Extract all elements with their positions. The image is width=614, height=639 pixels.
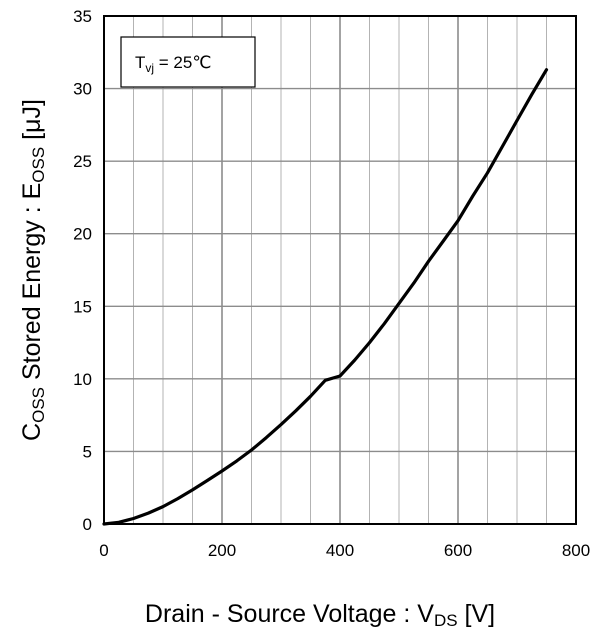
y-tick-labels: 0 5 10 15 20 25 30 35	[73, 7, 92, 534]
y-tick-label: 25	[73, 152, 92, 171]
y-axis-title-unit: [μJ]	[18, 99, 46, 147]
y-axis-title-sub1: OSS	[29, 387, 48, 423]
x-tick-labels: 0 200 400 600 800	[99, 541, 590, 560]
series-layer	[102, 68, 549, 526]
y-tick-label: 10	[73, 370, 92, 389]
y-tick-label: 0	[83, 515, 92, 534]
y-tick-label: 35	[73, 7, 92, 26]
y-tick-label: 15	[73, 297, 92, 316]
x-tick-label: 400	[326, 541, 354, 560]
annotation-text-post: = 25℃	[154, 53, 211, 72]
x-axis-title: Drain - Source Voltage : VDS [V]	[145, 600, 495, 630]
y-tick-label: 5	[83, 442, 92, 461]
plot-frame	[103, 15, 577, 525]
x-axis-title-unit: [V]	[458, 600, 496, 628]
x-tick-label: 600	[444, 541, 472, 560]
x-axis-title-main: Drain - Source Voltage : V	[145, 600, 434, 628]
x-tick-label: 200	[208, 541, 236, 560]
x-tick-label: 0	[99, 541, 108, 560]
y-axis-title-sub2: OSS	[29, 147, 48, 183]
annotation-text: Tvj = 25℃	[135, 53, 211, 75]
y-tick-label: 30	[73, 80, 92, 99]
y-axis-title-mid: Stored Energy : E	[18, 183, 46, 387]
annotation-box	[120, 36, 256, 88]
y-axis-title-pre: C	[18, 423, 46, 441]
grid	[104, 16, 576, 524]
temperature-annotation: Tvj = 25℃	[120, 36, 256, 88]
annotation-text-pre: T	[135, 53, 145, 72]
y-tick-label: 20	[73, 225, 92, 244]
series-line	[102, 68, 549, 526]
annotation-text-sub: vj	[145, 61, 154, 75]
x-tick-label: 800	[562, 541, 590, 560]
y-axis-title: COSS Stored Energy : EOSS [μJ]	[18, 99, 48, 441]
x-axis-title-sub: DS	[434, 611, 458, 630]
